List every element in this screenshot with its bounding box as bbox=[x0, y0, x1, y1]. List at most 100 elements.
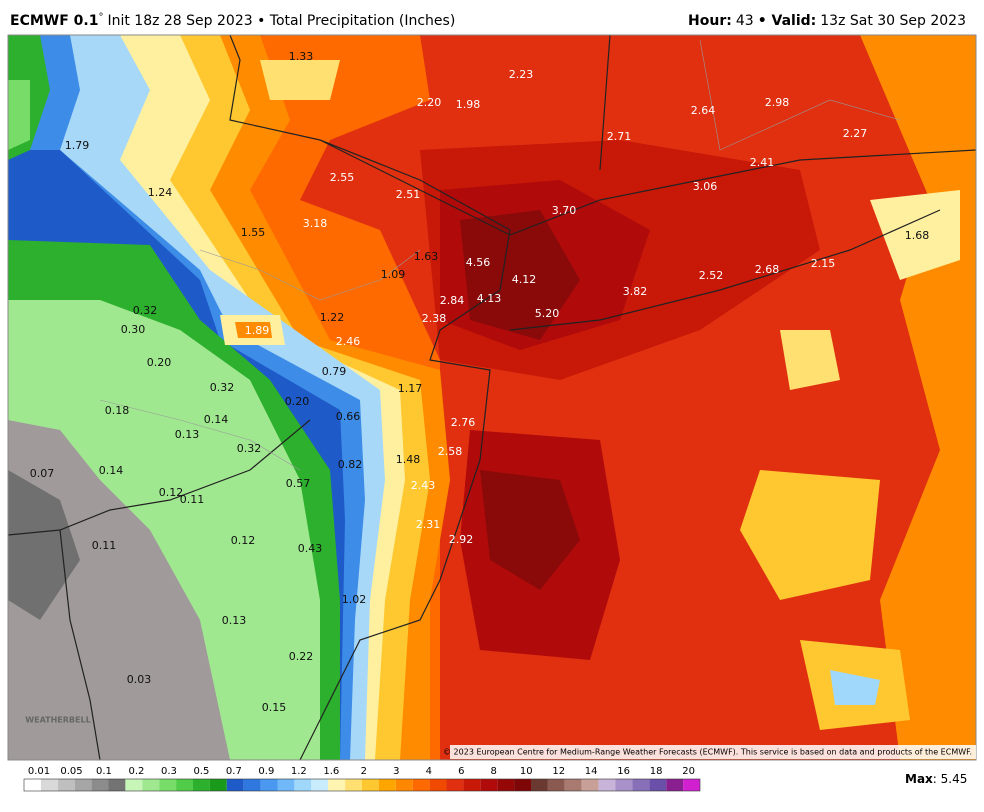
precip-label: 1.09 bbox=[381, 268, 406, 281]
precip-label: 2.15 bbox=[811, 257, 836, 270]
color-swatch bbox=[581, 779, 599, 791]
colorbar-tick-label: 1.2 bbox=[291, 766, 307, 777]
precip-label: 0.18 bbox=[105, 404, 130, 417]
precip-label: 2.52 bbox=[699, 269, 724, 282]
color-swatch bbox=[649, 779, 667, 791]
copyright-bg bbox=[450, 745, 976, 759]
precip-label: 2.58 bbox=[438, 445, 463, 458]
color-swatch bbox=[463, 779, 481, 791]
color-swatch bbox=[666, 779, 684, 791]
colorbar-tick-label: 18 bbox=[650, 766, 663, 777]
precip-label: 1.02 bbox=[342, 593, 367, 606]
color-swatch bbox=[446, 779, 464, 791]
precip-label: 1.17 bbox=[398, 382, 423, 395]
colorbar-tick-label: 20 bbox=[682, 766, 695, 777]
color-swatch bbox=[531, 779, 548, 791]
precip-label: 5.20 bbox=[535, 307, 560, 320]
precip-label: 2.43 bbox=[411, 479, 436, 492]
precip-label: 4.56 bbox=[466, 256, 491, 269]
colorbar-tick-label: 1.6 bbox=[323, 766, 339, 777]
color-swatch bbox=[193, 779, 210, 791]
colorbar-tick-label: 0.1 bbox=[96, 766, 112, 777]
degree: ° bbox=[98, 12, 103, 23]
color-swatch bbox=[598, 779, 616, 791]
precip-label: 0.13 bbox=[175, 428, 200, 441]
color-swatch bbox=[260, 779, 278, 791]
precip-label: 0.22 bbox=[289, 650, 314, 663]
precip-label: 0.07 bbox=[30, 467, 55, 480]
colorbar-tick-label: 0.05 bbox=[60, 766, 82, 777]
value-labels: 1.33 2.23 2.20 1.98 2.64 2.98 2.71 2.27 1.79 2.41… bbox=[30, 50, 930, 714]
color-swatch bbox=[345, 779, 362, 791]
precip-label: 0.82 bbox=[338, 458, 363, 471]
color-swatch bbox=[209, 779, 227, 791]
precip-field bbox=[7, 34, 977, 761]
precip-label: 0.30 bbox=[121, 323, 146, 336]
colorbar-tick-label: 2 bbox=[361, 766, 367, 777]
valid: 13z Sat 30 Sep 2023 bbox=[820, 13, 966, 29]
color-swatch bbox=[514, 779, 531, 791]
precip-label: 0.14 bbox=[204, 413, 229, 426]
colorbar-tick-label: 0.3 bbox=[161, 766, 177, 777]
color-swatch bbox=[159, 779, 177, 791]
color-swatch bbox=[311, 779, 329, 791]
color-swatch bbox=[176, 779, 193, 791]
colorbar-tick-label: 14 bbox=[585, 766, 598, 777]
precip-label: 2.31 bbox=[416, 518, 441, 531]
color-swatch bbox=[547, 779, 565, 791]
precip-label: 1.24 bbox=[148, 186, 173, 199]
hour: 43 bbox=[736, 13, 754, 29]
precip-label: 1.68 bbox=[905, 229, 930, 242]
color-swatch bbox=[564, 779, 582, 791]
max-label: Max bbox=[905, 772, 933, 786]
precip-label: 4.13 bbox=[477, 292, 502, 305]
precip-label: 2.71 bbox=[607, 130, 632, 143]
color-swatch bbox=[632, 779, 650, 791]
color-swatch bbox=[294, 779, 312, 791]
colorbar-tick-label: 0.5 bbox=[193, 766, 209, 777]
precip-label: 1.22 bbox=[320, 311, 345, 324]
precip-label: 0.66 bbox=[336, 410, 361, 423]
precip-label: 0.32 bbox=[237, 442, 262, 455]
colorbar-tick-label: 6 bbox=[458, 766, 464, 777]
color-swatch bbox=[142, 779, 160, 791]
colorbar-tick-label: 12 bbox=[552, 766, 565, 777]
precip-label: 1.98 bbox=[456, 98, 481, 111]
precip-label: 4.12 bbox=[512, 273, 537, 286]
color-swatch bbox=[615, 779, 633, 791]
precip-label: 3.18 bbox=[303, 217, 328, 230]
init: Init 18z 28 Sep 2023 • Total Precipitati… bbox=[107, 13, 455, 29]
precip-label: 0.32 bbox=[133, 304, 158, 317]
colorbar-tick-label: 0.9 bbox=[258, 766, 274, 777]
precip-label: 0.11 bbox=[180, 493, 205, 506]
precip-label: 2.38 bbox=[422, 312, 447, 325]
color-swatch bbox=[108, 779, 126, 791]
color-swatch bbox=[429, 779, 447, 791]
precip-label: 2.23 bbox=[509, 68, 534, 81]
color-swatch bbox=[362, 779, 379, 791]
precip-label: 1.48 bbox=[396, 453, 421, 466]
copyright: © 2023 European Centre for Medium-Range … bbox=[443, 748, 972, 757]
precip-label: 1.79 bbox=[65, 139, 90, 152]
color-swatch bbox=[412, 779, 430, 791]
precip-label: 3.70 bbox=[552, 204, 577, 217]
color-swatch bbox=[395, 779, 413, 791]
precip-label: 2.46 bbox=[336, 335, 361, 348]
precip-label: 2.92 bbox=[449, 533, 474, 546]
precip-label: 2.68 bbox=[755, 263, 780, 276]
colorbar-tick-label: 0.7 bbox=[226, 766, 242, 777]
colorbar: 0.01 0.05 0.1 0.2 0.3 0.5 0.7 0.9 1.2 1.6 2 3 4 6 8 10 1… bbox=[23, 766, 701, 792]
precip-label: 0.13 bbox=[222, 614, 247, 627]
precip-label: 2.55 bbox=[330, 171, 355, 184]
color-swatch bbox=[277, 779, 295, 791]
color-swatch bbox=[497, 779, 515, 791]
colorbar-tick-label: 3 bbox=[393, 766, 399, 777]
precip-label: 0.32 bbox=[210, 381, 235, 394]
precip-label: 2.64 bbox=[691, 104, 716, 117]
precip-label: 2.27 bbox=[843, 127, 868, 140]
color-swatch bbox=[378, 779, 396, 791]
color-swatch bbox=[125, 779, 143, 791]
header-right: Hour: 43 • Valid: 13z Sat 30 Sep 2023 bbox=[688, 13, 966, 29]
precip-label: 2.76 bbox=[451, 416, 476, 429]
colorbar-tick-label: 8 bbox=[491, 766, 497, 777]
